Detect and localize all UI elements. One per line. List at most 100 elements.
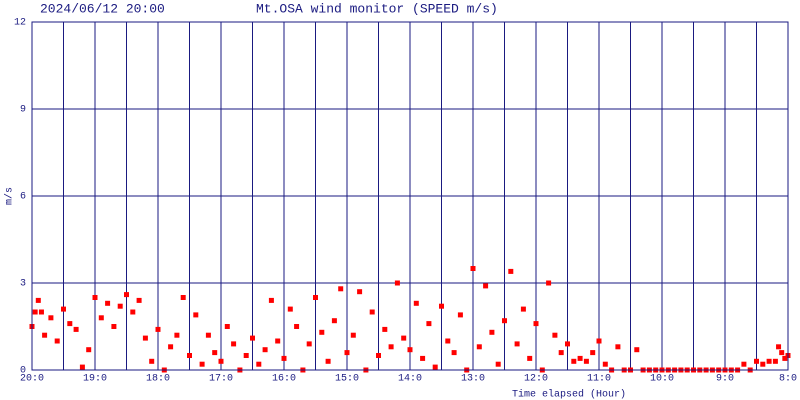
data-point — [344, 350, 350, 356]
data-point — [224, 324, 230, 329]
y-tick-label: 9 — [20, 105, 26, 116]
data-point — [287, 306, 293, 312]
data-point — [357, 289, 363, 295]
data-point — [772, 358, 778, 364]
x-tick-label: 10:0 — [650, 374, 674, 385]
data-point — [32, 309, 38, 315]
data-point — [776, 344, 782, 350]
data-point — [445, 338, 451, 344]
data-point — [174, 332, 180, 338]
data-point — [590, 350, 596, 356]
x-tick-label: 11:0 — [587, 374, 611, 385]
data-point — [42, 332, 48, 338]
data-point — [583, 358, 589, 364]
data-point — [142, 335, 148, 341]
data-point — [281, 355, 287, 361]
data-point — [420, 355, 426, 361]
data-point — [338, 286, 344, 292]
data-point — [558, 350, 564, 356]
data-point — [779, 350, 785, 356]
data-point — [394, 280, 400, 286]
data-point — [243, 353, 249, 358]
data-point — [73, 326, 79, 332]
x-tick-label: 15:0 — [335, 374, 359, 385]
data-point — [489, 329, 495, 335]
data-point — [350, 332, 356, 338]
y-axis-label: m/s — [4, 187, 16, 205]
x-tick-label: 18:0 — [146, 374, 170, 385]
data-point — [130, 309, 136, 315]
data-point — [552, 332, 558, 338]
data-point — [306, 341, 312, 347]
data-point — [187, 353, 192, 358]
data-point — [457, 312, 463, 318]
data-point — [149, 358, 155, 364]
x-tick-label: 20:0 — [20, 374, 44, 385]
data-point — [67, 321, 73, 327]
data-point — [92, 295, 98, 300]
data-point — [514, 341, 520, 347]
data-point — [520, 306, 526, 312]
data-point — [231, 341, 237, 347]
data-point — [205, 332, 211, 338]
data-point — [168, 344, 174, 350]
data-point — [596, 338, 602, 344]
data-point — [495, 361, 501, 367]
data-point — [218, 358, 224, 364]
plot-frame — [31, 21, 789, 371]
data-point — [426, 321, 432, 327]
data-point — [615, 344, 621, 350]
data-point — [432, 364, 438, 370]
data-point — [124, 292, 129, 298]
data-point — [782, 355, 788, 361]
x-axis-label: Time elapsed (Hour) — [512, 389, 626, 400]
data-point — [86, 347, 92, 353]
data-point — [262, 347, 268, 353]
x-tick-label: 9:0 — [716, 374, 734, 385]
data-point — [275, 338, 281, 344]
data-point — [741, 361, 747, 367]
data-point — [319, 329, 325, 335]
data-point — [38, 309, 44, 315]
data-point — [294, 324, 300, 329]
data-point — [268, 297, 274, 303]
x-tick-label: 17:0 — [209, 374, 233, 385]
data-point — [388, 344, 394, 350]
data-point — [407, 347, 413, 353]
data-point — [155, 326, 161, 332]
data-point — [212, 350, 218, 356]
x-tick-label: 13:0 — [461, 374, 485, 385]
x-tick-label: 12:0 — [524, 374, 548, 385]
data-point — [105, 300, 111, 306]
data-point — [313, 295, 318, 300]
data-point — [766, 358, 772, 364]
x-tick-label: 16:0 — [272, 374, 296, 385]
data-point — [470, 266, 476, 271]
data-point — [98, 315, 104, 321]
data-point — [565, 341, 570, 347]
data-point — [48, 315, 54, 321]
y-tick-label: 12 — [14, 18, 26, 29]
data-point — [634, 347, 640, 353]
data-point — [508, 268, 514, 274]
data-point — [546, 280, 552, 286]
data-point — [331, 318, 337, 324]
data-point — [527, 355, 533, 361]
x-tick-label: 8:0 — [779, 374, 797, 385]
data-point — [401, 335, 407, 341]
data-point — [111, 324, 117, 329]
data-point — [199, 361, 205, 367]
data-point — [325, 358, 331, 364]
y-tick-label: 6 — [20, 192, 26, 203]
x-tick-label: 19:0 — [83, 374, 107, 385]
data-point — [451, 350, 457, 356]
data-point — [61, 306, 66, 312]
data-point — [571, 358, 577, 364]
data-point — [602, 361, 608, 367]
y-tick-label: 3 — [20, 279, 26, 290]
data-point — [754, 358, 759, 364]
timestamp: 2024/06/12 20:00 — [40, 1, 165, 16]
data-point — [256, 361, 262, 367]
